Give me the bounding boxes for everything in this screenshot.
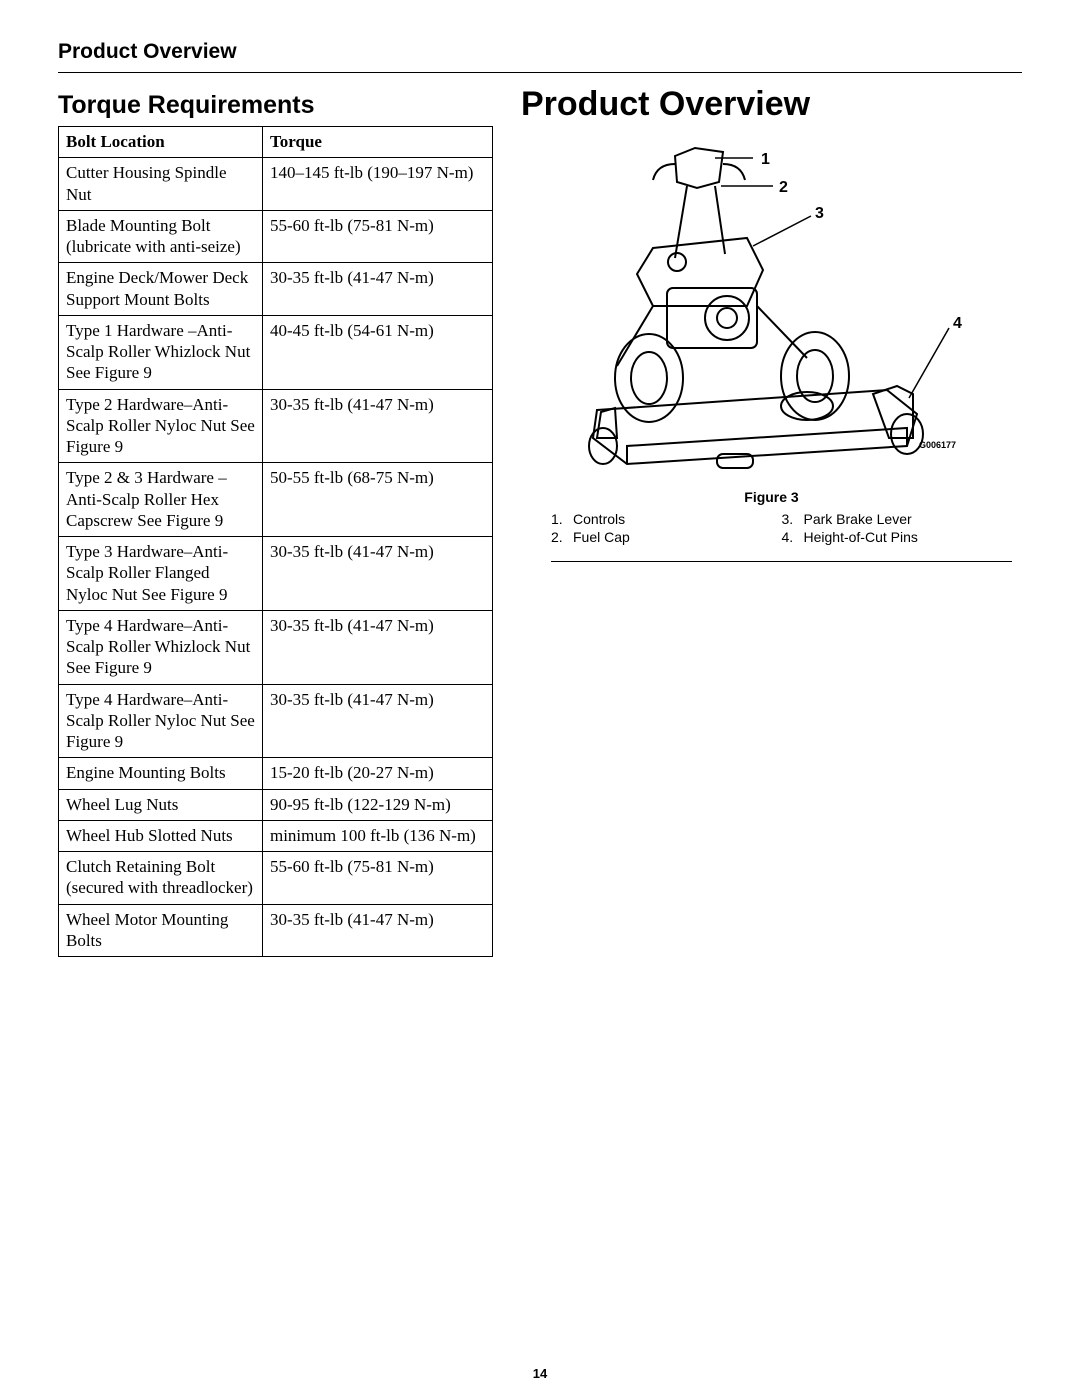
table-row: Wheel Hub Slotted Nutsminimum 100 ft-lb … [59,820,493,851]
torque-section-title: Torque Requirements [58,91,493,120]
table-cell: Type 3 Hardware–Anti-Scalp Roller Flange… [59,537,263,611]
table-cell: Engine Mounting Bolts [59,758,263,789]
callout-2: 2 [779,179,788,196]
table-row: Type 4 Hardware–Anti-Scalp Roller Whizlo… [59,610,493,684]
table-cell: Type 4 Hardware–Anti-Scalp Roller Whizlo… [59,610,263,684]
table-header-location: Bolt Location [59,127,263,158]
table-row: Wheel Lug Nuts90-95 ft-lb (122-129 N-m) [59,789,493,820]
table-row: Type 4 Hardware–Anti-Scalp Roller Nyloc … [59,684,493,758]
table-cell: Cutter Housing Spindle Nut [59,158,263,211]
legend-label: Park Brake Lever [804,511,912,527]
table-cell: 50-55 ft-lb (68-75 N-m) [262,463,492,537]
table-cell: 55-60 ft-lb (75-81 N-m) [262,210,492,263]
legend-item: 2.Fuel Cap [551,529,782,545]
table-cell: 30-35 ft-lb (41-47 N-m) [262,263,492,316]
left-column: Torque Requirements Bolt Location Torque… [58,91,493,957]
table-row: Wheel Motor Mounting Bolts30-35 ft-lb (4… [59,904,493,957]
table-cell: Clutch Retaining Bolt (secured with thre… [59,852,263,905]
mower-diagram: 1 2 3 4 G006177 [557,138,987,478]
table-row: Type 3 Hardware–Anti-Scalp Roller Flange… [59,537,493,611]
table-cell: 55-60 ft-lb (75-81 N-m) [262,852,492,905]
table-row: Cutter Housing Spindle Nut140–145 ft-lb … [59,158,493,211]
legend-number: 1. [551,511,573,527]
table-cell: 15-20 ft-lb (20-27 N-m) [262,758,492,789]
table-cell: Wheel Lug Nuts [59,789,263,820]
table-cell: 140–145 ft-lb (190–197 N-m) [262,158,492,211]
table-cell: 90-95 ft-lb (122-129 N-m) [262,789,492,820]
legend-item: 3.Park Brake Lever [782,511,1013,527]
table-row: Type 2 & 3 Hardware –Anti-Scalp Roller H… [59,463,493,537]
table-cell: Wheel Motor Mounting Bolts [59,904,263,957]
table-cell: 30-35 ft-lb (41-47 N-m) [262,684,492,758]
legend-label: Fuel Cap [573,529,630,545]
table-cell: Engine Deck/Mower Deck Support Mount Bol… [59,263,263,316]
two-column-layout: Torque Requirements Bolt Location Torque… [58,91,1022,957]
figure-3: 1 2 3 4 G006177 Figure 3 [521,138,1022,505]
table-cell: Wheel Hub Slotted Nuts [59,820,263,851]
legend-item: 4.Height-of-Cut Pins [782,529,1013,545]
legend-label: Height-of-Cut Pins [804,529,918,545]
table-header-torque: Torque [262,127,492,158]
legend-number: 2. [551,529,573,545]
legend-number: 3. [782,511,804,527]
table-cell: 30-35 ft-lb (41-47 N-m) [262,904,492,957]
table-cell: 40-45 ft-lb (54-61 N-m) [262,315,492,389]
legend-number: 4. [782,529,804,545]
header-title: Product Overview [58,40,237,63]
table-row: Clutch Retaining Bolt (secured with thre… [59,852,493,905]
torque-table: Bolt Location Torque Cutter Housing Spin… [58,126,493,957]
right-column: Product Overview [521,91,1022,957]
legend-label: Controls [573,511,625,527]
table-cell: Type 4 Hardware–Anti-Scalp Roller Nyloc … [59,684,263,758]
table-cell: 30-35 ft-lb (41-47 N-m) [262,537,492,611]
figure-legend: 1.Controls2.Fuel Cap 3.Park Brake Lever4… [551,511,1012,562]
page-number: 14 [0,1366,1080,1381]
table-cell: 30-35 ft-lb (41-47 N-m) [262,610,492,684]
table-cell: Type 2 Hardware–Anti-Scalp Roller Nyloc … [59,389,263,463]
table-row: Engine Mounting Bolts15-20 ft-lb (20-27 … [59,758,493,789]
legend-item: 1.Controls [551,511,782,527]
table-row: Blade Mounting Bolt (lubricate with anti… [59,210,493,263]
page-header: Product Overview [58,40,1022,73]
figure-gcode: G006177 [919,440,956,450]
callout-3: 3 [815,205,824,222]
table-row: Engine Deck/Mower Deck Support Mount Bol… [59,263,493,316]
table-cell: Type 1 Hardware –Anti-Scalp Roller Whizl… [59,315,263,389]
table-cell: Type 2 & 3 Hardware –Anti-Scalp Roller H… [59,463,263,537]
table-cell: Blade Mounting Bolt (lubricate with anti… [59,210,263,263]
table-cell: minimum 100 ft-lb (136 N-m) [262,820,492,851]
table-cell: 30-35 ft-lb (41-47 N-m) [262,389,492,463]
product-overview-title: Product Overview [521,85,1022,124]
table-row: Type 1 Hardware –Anti-Scalp Roller Whizl… [59,315,493,389]
table-row: Type 2 Hardware–Anti-Scalp Roller Nyloc … [59,389,493,463]
callout-1: 1 [761,151,770,168]
callout-4: 4 [953,315,962,332]
figure-caption: Figure 3 [521,489,1022,505]
